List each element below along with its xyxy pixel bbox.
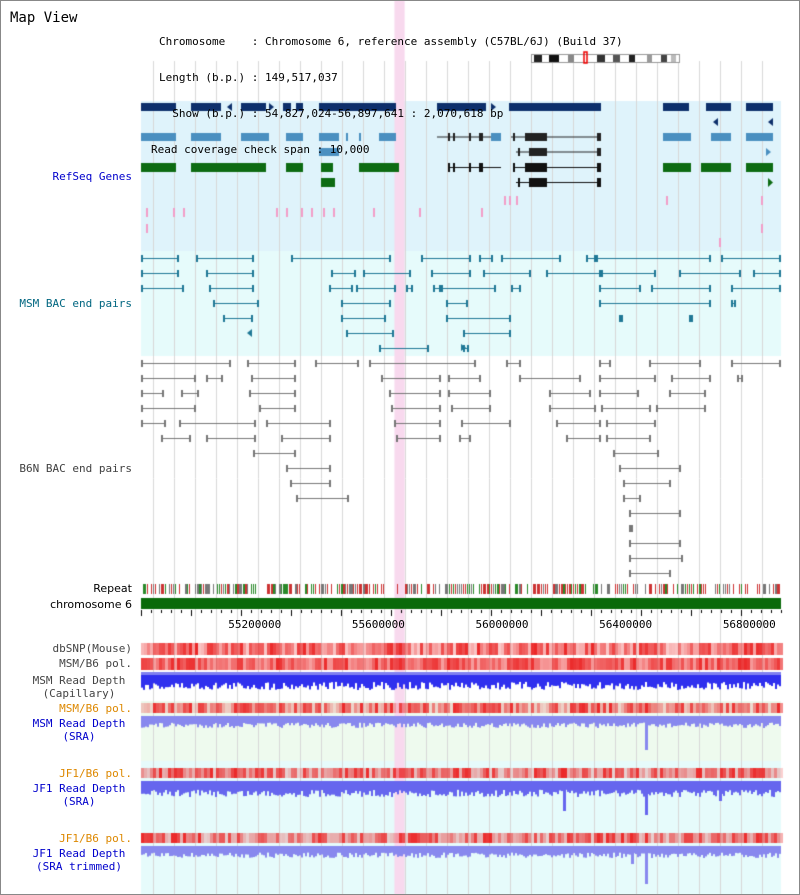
track-label-msm-bac[interactable]: MSM BAC end pairs: [19, 297, 132, 310]
chromosome-info: Chromosome : Chromosome 6, reference ass…: [159, 35, 623, 48]
axis-tick-label: 56000000: [475, 618, 529, 631]
track-label-jf1-pol-2[interactable]: JF1/B6 pol.: [59, 832, 132, 845]
axis-tick-label: 55200000: [228, 618, 282, 631]
axis-tick-label: 55600000: [351, 618, 405, 631]
track-label-b6n-bac[interactable]: B6N BAC end pairs: [19, 462, 132, 475]
jf1-depth-sra-line1: JF1 Read Depth: [32, 782, 126, 795]
coverage-span-info: Read coverage check span : 10,000: [151, 143, 370, 156]
jf1-depth-trim-line1: JF1 Read Depth: [32, 847, 126, 860]
msm-depth-sra-line1: MSM Read Depth: [32, 717, 126, 730]
track-label-msm-depth-sra[interactable]: MSM Read Depth (SRA): [23, 717, 135, 743]
show-range-info: Show (b.p.) : 54,827,024-56,897,641 : 2,…: [159, 107, 504, 120]
jf1-depth-trim-line2: (SRA trimmed): [35, 860, 123, 873]
track-label-jf1-pol-1[interactable]: JF1/B6 pol.: [59, 767, 132, 780]
track-label-msm-pol-1[interactable]: MSM/B6 pol.: [59, 657, 132, 670]
page-title: Map View: [10, 10, 78, 26]
axis-tick-label: 56400000: [599, 618, 653, 631]
track-label-msm-depth-capillary[interactable]: MSM Read Depth (Capillary): [23, 674, 135, 700]
track-label-dbsnp[interactable]: dbSNP(Mouse): [52, 642, 132, 655]
length-info: Length (b.p.) : 149,517,037: [159, 71, 338, 84]
track-label-msm-pol-2[interactable]: MSM/B6 pol.: [59, 702, 132, 715]
track-label-jf1-depth-sra[interactable]: JF1 Read Depth (SRA): [23, 782, 135, 808]
msm-depth-cap-line2: (Capillary): [42, 687, 116, 700]
axis-tick-label: 56800000: [722, 618, 776, 631]
track-label-jf1-depth-trimmed[interactable]: JF1 Read Depth (SRA trimmed): [23, 847, 135, 873]
msm-depth-sra-line2: (SRA): [62, 730, 96, 743]
track-label-chromosome: chromosome 6: [50, 598, 132, 611]
msm-depth-cap-line1: MSM Read Depth: [32, 674, 126, 687]
track-label-refseq-genes[interactable]: RefSeq Genes: [52, 170, 132, 183]
region-info: Chromosome : Chromosome 6, reference ass…: [151, 12, 623, 180]
jf1-depth-sra-line2: (SRA): [62, 795, 96, 808]
track-label-repeat: Repeat: [93, 582, 132, 595]
